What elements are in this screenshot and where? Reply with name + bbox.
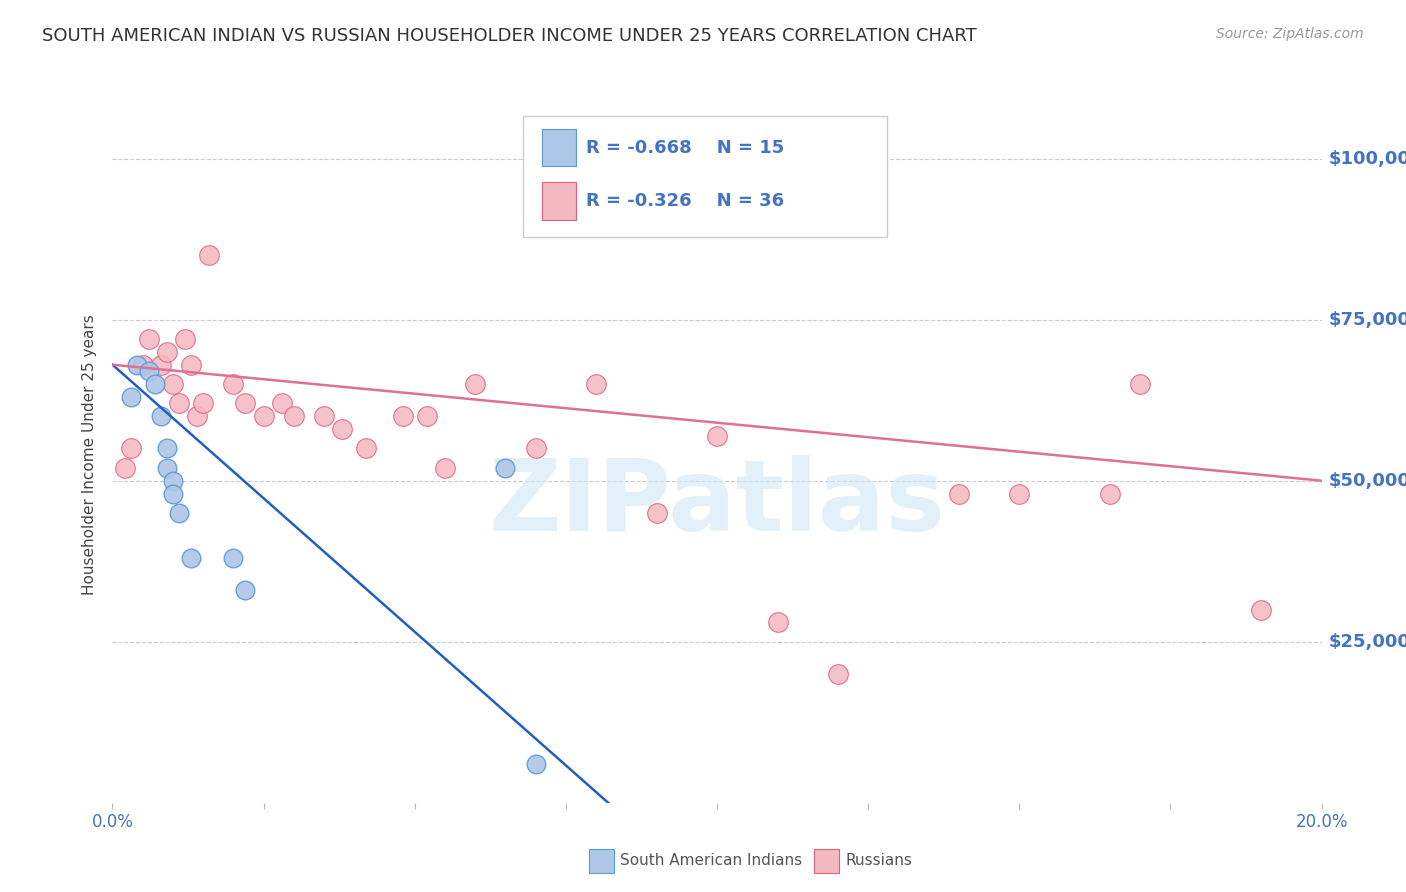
- Point: [253, 409, 276, 424]
- Point: [138, 332, 160, 346]
- Point: [143, 377, 166, 392]
- Text: $75,000: $75,000: [1329, 310, 1406, 328]
- Point: [120, 390, 142, 404]
- Point: [114, 460, 136, 475]
- Point: [167, 396, 190, 410]
- Text: South American Indians: South American Indians: [620, 854, 803, 868]
- Text: Russians: Russians: [845, 854, 912, 868]
- Text: Source: ZipAtlas.com: Source: ZipAtlas.com: [1216, 27, 1364, 41]
- Point: [330, 422, 353, 436]
- Point: [162, 486, 184, 500]
- Point: [356, 442, 378, 456]
- Point: [1008, 486, 1031, 500]
- Point: [314, 409, 336, 424]
- Point: [270, 396, 292, 410]
- Point: [156, 460, 179, 475]
- Point: [1250, 602, 1272, 616]
- Point: [149, 358, 172, 372]
- Y-axis label: Householder Income Under 25 years: Householder Income Under 25 years: [82, 315, 97, 595]
- Text: ZIPatlas: ZIPatlas: [489, 455, 945, 552]
- Text: $50,000: $50,000: [1329, 472, 1406, 490]
- Point: [416, 409, 439, 424]
- Point: [645, 506, 668, 520]
- Point: [156, 442, 179, 456]
- Point: [495, 460, 517, 475]
- Point: [433, 460, 456, 475]
- Point: [235, 583, 257, 598]
- Point: [162, 377, 184, 392]
- Point: [149, 409, 172, 424]
- Point: [235, 396, 257, 410]
- Point: [120, 442, 142, 456]
- Point: [162, 474, 184, 488]
- Point: [138, 364, 160, 378]
- Point: [191, 396, 214, 410]
- Point: [167, 506, 190, 520]
- Point: [827, 667, 849, 681]
- Point: [1098, 486, 1121, 500]
- Point: [766, 615, 789, 630]
- Point: [156, 344, 179, 359]
- Point: [186, 409, 208, 424]
- Point: [132, 358, 155, 372]
- Text: R = -0.326    N = 36: R = -0.326 N = 36: [586, 192, 785, 211]
- Text: SOUTH AMERICAN INDIAN VS RUSSIAN HOUSEHOLDER INCOME UNDER 25 YEARS CORRELATION C: SOUTH AMERICAN INDIAN VS RUSSIAN HOUSEHO…: [42, 27, 977, 45]
- Point: [464, 377, 486, 392]
- Point: [198, 248, 221, 262]
- Point: [706, 428, 728, 442]
- Point: [222, 551, 245, 566]
- Point: [524, 442, 547, 456]
- Point: [180, 358, 202, 372]
- Text: R = -0.668    N = 15: R = -0.668 N = 15: [586, 138, 785, 157]
- Point: [391, 409, 413, 424]
- Point: [1129, 377, 1152, 392]
- Text: $25,000: $25,000: [1329, 632, 1406, 651]
- Point: [174, 332, 197, 346]
- Point: [283, 409, 305, 424]
- Point: [180, 551, 202, 566]
- Point: [222, 377, 245, 392]
- Point: [585, 377, 607, 392]
- Text: $100,000: $100,000: [1329, 150, 1406, 168]
- Point: [125, 358, 148, 372]
- Point: [524, 757, 547, 772]
- Point: [948, 486, 970, 500]
